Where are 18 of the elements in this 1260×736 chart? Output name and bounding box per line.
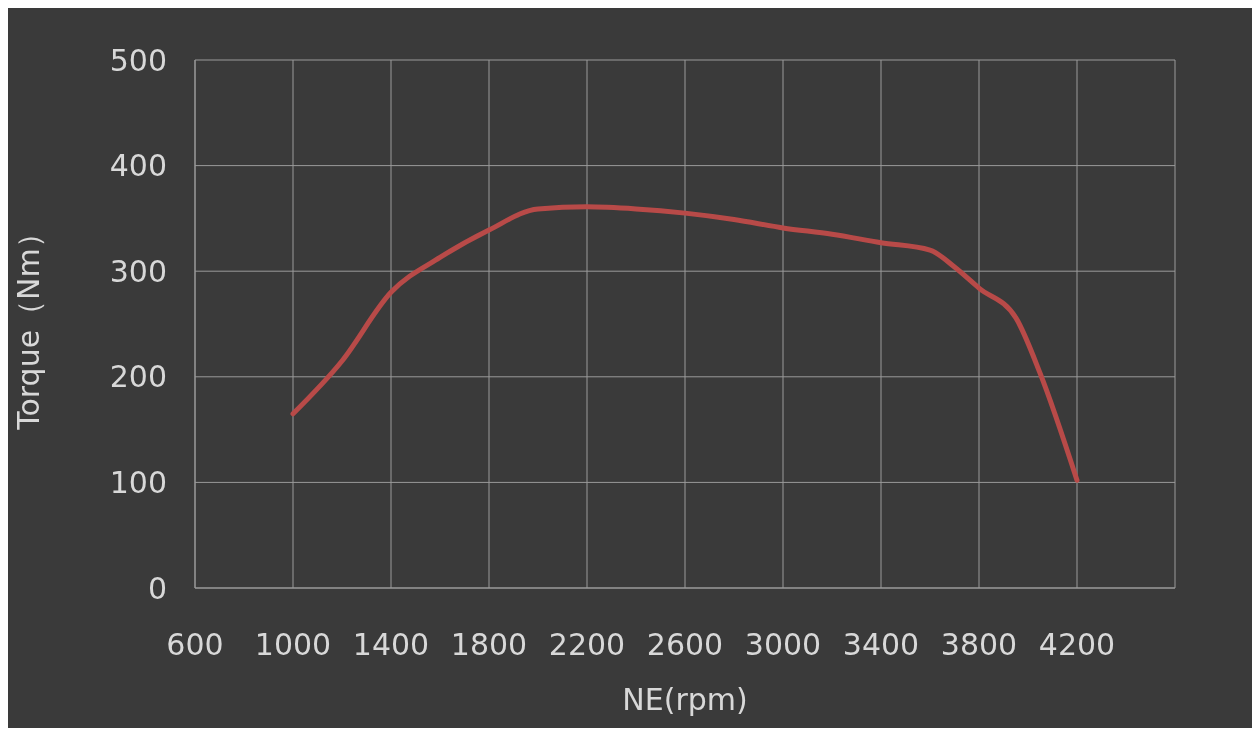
x-tick-label: 3400 <box>842 627 920 663</box>
y-axis-title: Torque（Nm） <box>10 218 46 431</box>
x-tick-label: 600 <box>166 627 224 663</box>
y-tick-label: 500 <box>109 42 167 78</box>
y-tick-label: 200 <box>109 359 167 395</box>
y-tick-label: 400 <box>109 148 167 184</box>
x-tick-label: 2200 <box>548 627 626 663</box>
x-axis-title: NE(rpm) <box>622 682 748 717</box>
x-tick-label: 2600 <box>646 627 724 663</box>
x-tick-label: 1800 <box>450 627 528 663</box>
x-tick-label: 4200 <box>1038 627 1116 663</box>
x-tick-label: 3000 <box>744 627 822 663</box>
y-tick-label: 100 <box>109 465 167 501</box>
x-tick-label: 1400 <box>352 627 430 663</box>
y-tick-label: 0 <box>147 570 167 606</box>
x-tick-label: 1000 <box>254 627 332 663</box>
x-tick-label: 3800 <box>940 627 1018 663</box>
y-tick-label: 300 <box>109 253 167 289</box>
